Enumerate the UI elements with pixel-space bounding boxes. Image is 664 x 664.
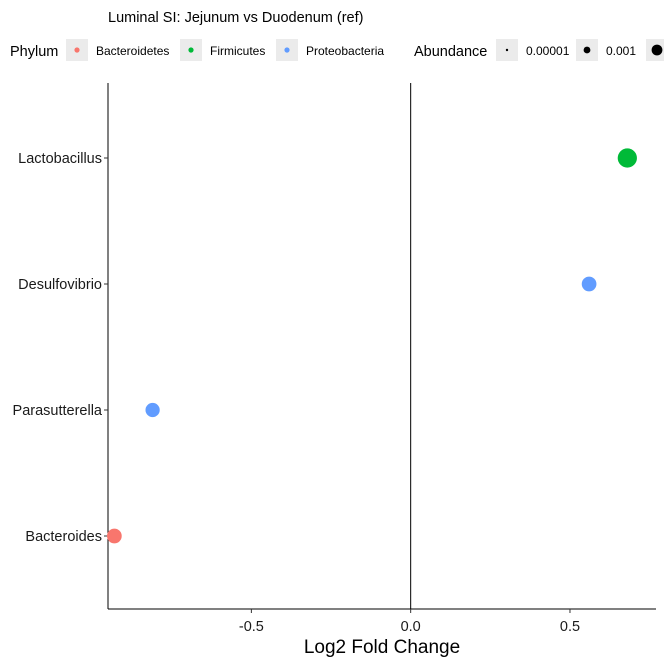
data-point-parasutterella [145,402,160,418]
legend-label-bacteroidetes: Bacteroidetes [96,44,169,58]
x-tick-label: 0.5 [560,619,580,635]
legend-label-proteobacteria: Proteobacteria [306,44,384,58]
legend-label-firmicutes: Firmicutes [210,44,265,58]
data-point-lactobacillus [617,148,637,168]
legend-size-label: 0.001 [606,44,636,58]
legend-size-key [651,44,663,56]
y-tick-label: Desulfovibrio [18,277,102,293]
legend-key-bacteroidetes [74,47,80,53]
y-tick-label: Bacteroides [25,529,102,545]
legend-abundance-title: Abundance [414,44,487,60]
legend-phylum-entries: Bacteroidetes Firmicutes Proteobacteria [66,39,384,61]
data-points [107,148,637,544]
legend-abundance-entries: 0.00001 0.001 [496,39,664,61]
legend-key-firmicutes [188,47,194,53]
legend: Phylum Bacteroidetes Firmicutes Proteobact… [10,39,664,61]
legend-size-label: 0.00001 [526,44,570,58]
y-tick-label: Parasutterella [13,403,103,419]
x-tick-label: -0.5 [239,619,264,635]
legend-key-proteobacteria [284,47,290,53]
plot-axes: -0.5 0.0 0.5 Lactobacillus Desulfovibrio Para… [13,83,656,635]
legend-size-key [505,48,509,52]
data-point-bacteroides [107,528,122,544]
data-point-desulfovibrio [581,276,597,292]
legend-phylum-title: Phylum [10,44,58,60]
x-tick-label: 0.0 [401,619,421,635]
x-axis-title: Log2 Fold Change [304,637,460,658]
legend-size-key [583,46,591,54]
y-tick-label: Lactobacillus [18,151,102,167]
chart-title: Luminal SI: Jejunum vs Duodenum (ref) [108,10,363,26]
